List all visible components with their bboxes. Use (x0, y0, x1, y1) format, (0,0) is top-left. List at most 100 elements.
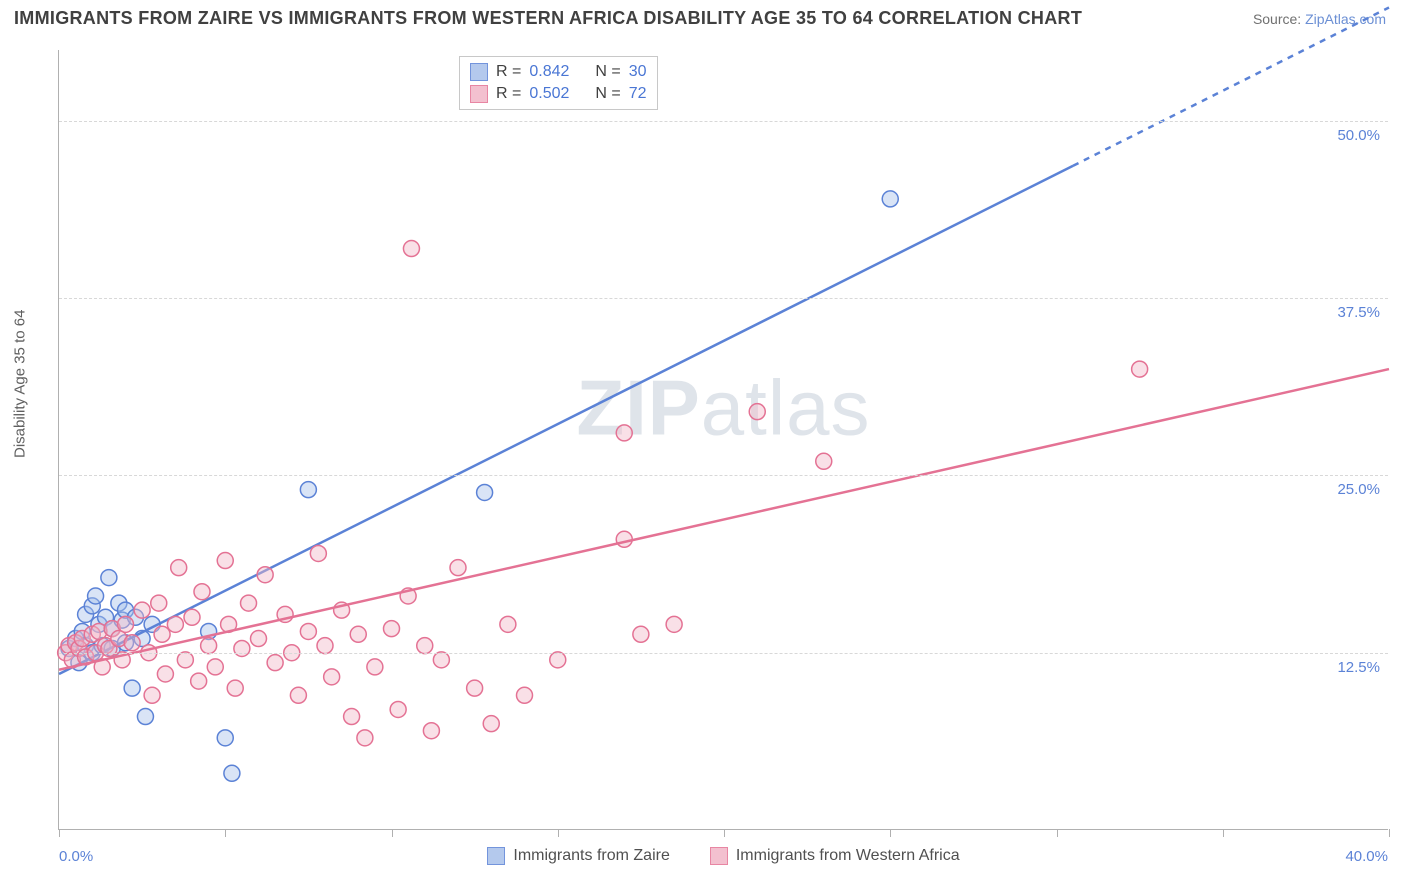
data-point (483, 716, 499, 732)
chart-title: IMMIGRANTS FROM ZAIRE VS IMMIGRANTS FROM… (14, 8, 1082, 29)
data-point (467, 680, 483, 696)
legend-item: Immigrants from Western Africa (710, 847, 960, 865)
data-point (217, 553, 233, 569)
legend-swatch (487, 847, 505, 865)
data-point (241, 595, 257, 611)
legend-item: Immigrants from Zaire (487, 847, 669, 865)
legend-swatch (470, 63, 488, 81)
data-point (550, 652, 566, 668)
x-tick (558, 829, 559, 837)
x-tick (724, 829, 725, 837)
regression-line (59, 369, 1389, 670)
data-point (300, 482, 316, 498)
data-point (251, 631, 267, 647)
data-point (207, 659, 223, 675)
data-point (1132, 361, 1148, 377)
y-axis-label: Disability Age 35 to 64 (12, 310, 29, 458)
data-point (616, 531, 632, 547)
data-point (300, 623, 316, 639)
legend-label: Immigrants from Zaire (513, 847, 669, 865)
stats-legend: R = 0.842 N = 30 R = 0.502 N = 72 (459, 56, 658, 110)
data-point (224, 765, 240, 781)
y-tick-label: 25.0% (1337, 481, 1380, 498)
gridline (59, 475, 1388, 476)
data-point (310, 545, 326, 561)
data-point (191, 673, 207, 689)
source-prefix: Source: (1253, 11, 1305, 27)
legend-row: R = 0.502 N = 72 (470, 83, 647, 105)
y-tick-label: 37.5% (1337, 304, 1380, 321)
legend-row: R = 0.842 N = 30 (470, 61, 647, 83)
gridline (59, 653, 1388, 654)
gridline (59, 121, 1388, 122)
data-point (217, 730, 233, 746)
x-tick-label-min: 0.0% (59, 848, 93, 865)
data-point (317, 638, 333, 654)
data-point (234, 640, 250, 656)
data-point (290, 687, 306, 703)
data-point (450, 560, 466, 576)
data-point (749, 404, 765, 420)
data-point (124, 635, 140, 651)
y-tick-label: 50.0% (1337, 127, 1380, 144)
x-tick (1057, 829, 1058, 837)
x-tick (890, 829, 891, 837)
data-point (201, 638, 217, 654)
r-label: R = (496, 85, 521, 103)
data-point (344, 709, 360, 725)
data-point (350, 626, 366, 642)
data-point (177, 652, 193, 668)
data-point (101, 570, 117, 586)
data-point (367, 659, 383, 675)
r-label: R = (496, 63, 521, 81)
legend-label: Immigrants from Western Africa (736, 847, 960, 865)
x-tick (1389, 829, 1390, 837)
data-point (124, 680, 140, 696)
r-value: 0.842 (529, 63, 569, 81)
data-point (616, 425, 632, 441)
data-point (267, 655, 283, 671)
plot-svg (59, 50, 1388, 829)
x-tick (392, 829, 393, 837)
data-point (816, 453, 832, 469)
data-point (324, 669, 340, 685)
legend-swatch (710, 847, 728, 865)
data-point (384, 621, 400, 637)
data-point (134, 602, 150, 618)
data-point (633, 626, 649, 642)
regression-line (59, 166, 1073, 674)
n-label: N = (595, 85, 620, 103)
x-tick-label-max: 40.0% (1345, 848, 1388, 865)
data-point (666, 616, 682, 632)
data-point (477, 484, 493, 500)
data-point (118, 616, 134, 632)
data-point (88, 588, 104, 604)
data-point (137, 709, 153, 725)
gridline (59, 298, 1388, 299)
x-tick (1223, 829, 1224, 837)
data-point (154, 626, 170, 642)
source-link[interactable]: ZipAtlas.com (1305, 11, 1386, 27)
data-point (357, 730, 373, 746)
n-label: N = (595, 63, 620, 81)
data-point (167, 616, 183, 632)
n-value: 30 (629, 63, 647, 81)
n-value: 72 (629, 85, 647, 103)
y-tick-label: 12.5% (1337, 659, 1380, 676)
data-point (390, 701, 406, 717)
data-point (227, 680, 243, 696)
data-point (517, 687, 533, 703)
data-point (433, 652, 449, 668)
data-point (171, 560, 187, 576)
r-value: 0.502 (529, 85, 569, 103)
data-point (144, 687, 160, 703)
plot-area: ZIPatlas R =0.842N =30R =0.502N =72 Immi… (58, 50, 1388, 830)
data-point (257, 567, 273, 583)
data-point (417, 638, 433, 654)
data-point (423, 723, 439, 739)
data-point (194, 584, 210, 600)
data-point (184, 609, 200, 625)
chart-container: Disability Age 35 to 64 ZIPatlas R =0.84… (14, 38, 1392, 878)
x-tick (225, 829, 226, 837)
series-legend: Immigrants from Zaire Immigrants from Wes… (59, 847, 1388, 865)
